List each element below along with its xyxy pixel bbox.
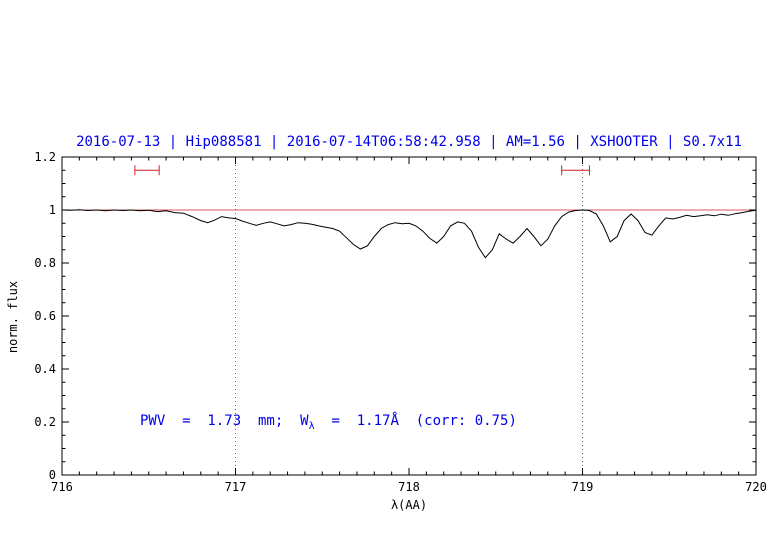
pwv-annotation-suffix: = 1.17Å (corr: 0.75) — [314, 413, 517, 429]
pwv-annotation-lambda-subscript: λ — [308, 420, 315, 432]
spectrum-line — [61, 209, 757, 259]
x-axis-label: λ(AA) — [390, 498, 428, 512]
x-tick-label: 720 — [745, 480, 767, 494]
x-tick-label: 716 — [51, 480, 73, 494]
y-tick-label: 0.4 — [34, 362, 56, 376]
y-tick-label: 0 — [49, 468, 56, 482]
x-tick-label: 717 — [225, 480, 247, 494]
y-tick-label: 0.2 — [34, 415, 56, 429]
y-axis-label: norm. flux — [6, 280, 20, 354]
pwv-annotation: PWV = 1.73 mm; Wλ = 1.17Å (corr: 0.75) — [140, 413, 517, 432]
y-tick-label: 0.8 — [34, 256, 56, 270]
x-tick-label: 719 — [572, 480, 594, 494]
plot-title: 2016-07-13 | Hip088581 | 2016-07-14T06:5… — [76, 134, 742, 150]
y-tick-label: 1 — [49, 203, 56, 217]
y-tick-label: 0.6 — [34, 309, 56, 323]
pwv-annotation-prefix: PWV = 1.73 mm; W — [140, 413, 309, 429]
y-tick-label: 1.2 — [34, 150, 56, 164]
x-tick-label: 718 — [398, 480, 420, 494]
